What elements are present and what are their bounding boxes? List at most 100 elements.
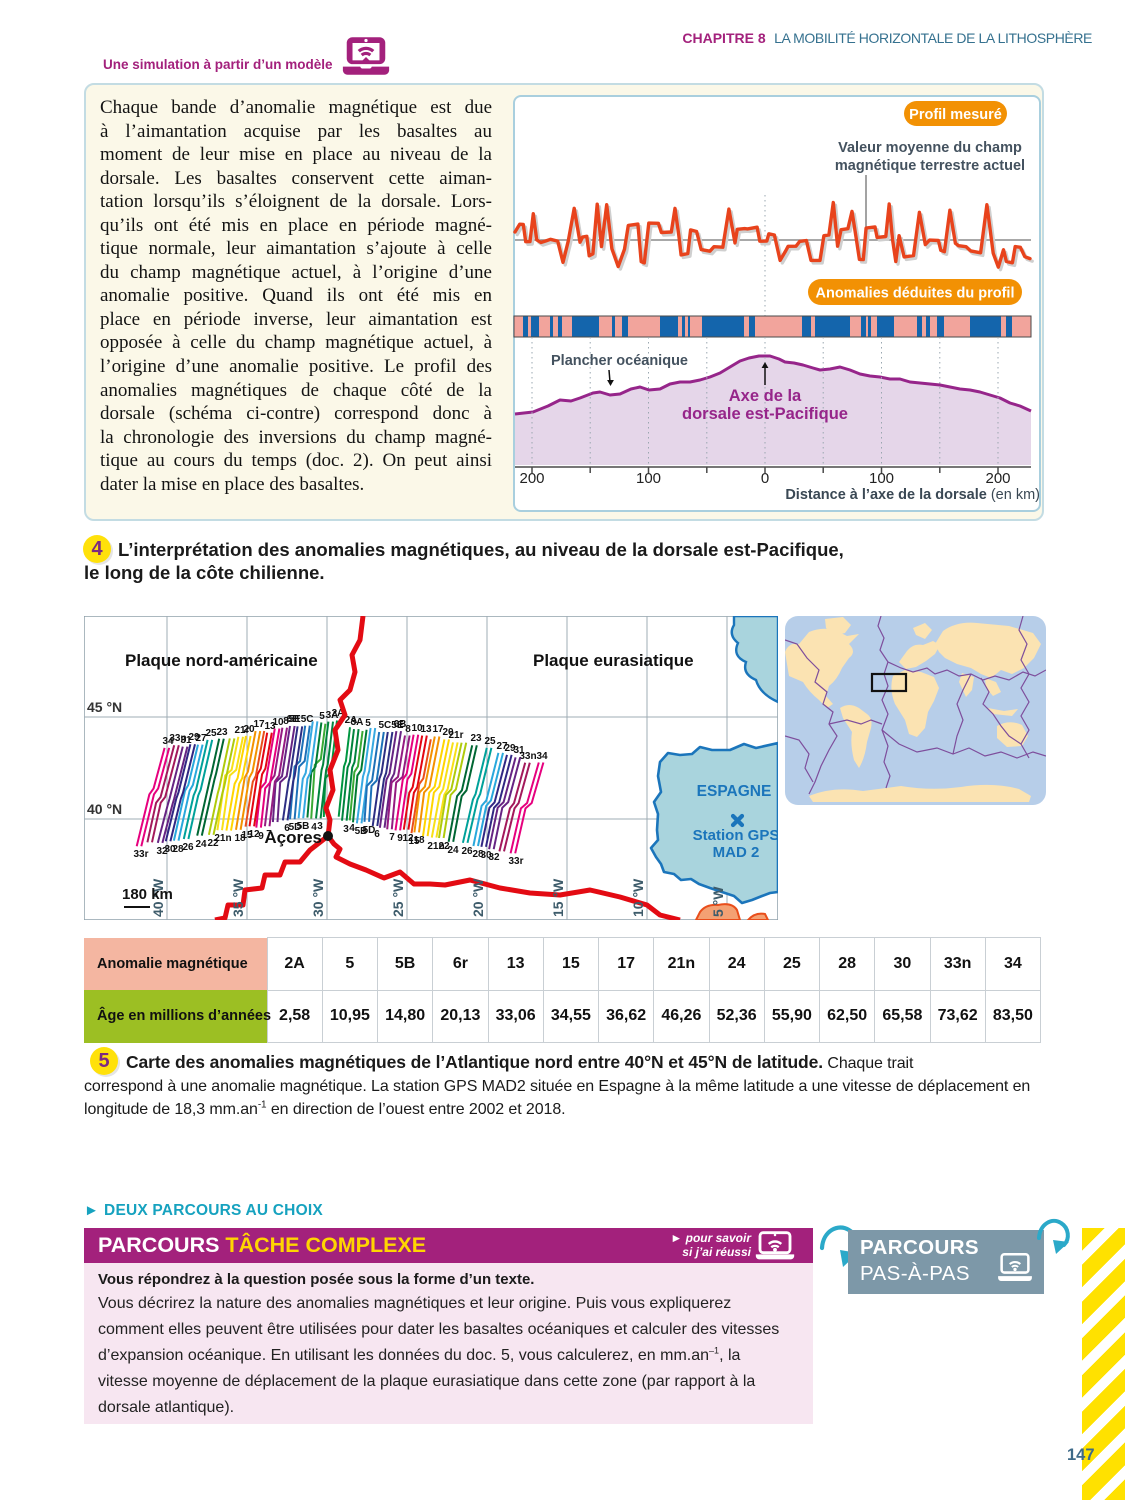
svg-text:27: 27: [496, 741, 508, 752]
svg-text:7: 7: [266, 829, 272, 840]
svg-text:26: 26: [182, 842, 194, 853]
svg-text:40 °N: 40 °N: [87, 801, 122, 817]
svg-text:0: 0: [761, 470, 769, 487]
svg-text:3: 3: [343, 824, 349, 835]
svg-text:29: 29: [504, 743, 516, 754]
svg-text:6: 6: [374, 829, 380, 840]
svg-text:180 km: 180 km: [122, 886, 173, 903]
svg-text:6: 6: [284, 823, 290, 834]
svg-text:22: 22: [438, 841, 450, 852]
svg-text:15: 15: [241, 830, 253, 841]
svg-text:24: 24: [195, 839, 207, 850]
svg-text:5 °W: 5 °W: [710, 886, 726, 917]
svg-text:18: 18: [413, 835, 425, 846]
svg-text:6B: 6B: [394, 719, 407, 730]
svg-text:33n: 33n: [519, 751, 536, 762]
svg-text:8: 8: [405, 724, 411, 735]
svg-text:30: 30: [480, 850, 492, 861]
svg-text:29: 29: [188, 732, 200, 743]
svg-text:34: 34: [162, 736, 174, 747]
svg-text:MAD 2: MAD 2: [713, 844, 760, 861]
svg-text:Açores: Açores: [264, 828, 322, 847]
svg-text:15: 15: [408, 836, 420, 847]
svg-text:35 °W: 35 °W: [230, 878, 246, 917]
svg-text:100: 100: [869, 470, 894, 487]
svg-text:25: 25: [484, 736, 496, 747]
svg-text:27: 27: [195, 733, 207, 744]
svg-text:5E5C: 5E5C: [288, 714, 313, 725]
svg-text:10: 10: [411, 723, 423, 734]
svg-text:33r: 33r: [508, 856, 523, 867]
svg-text:25 °W: 25 °W: [390, 878, 406, 917]
svg-text:Valeur moyenne du champ: Valeur moyenne du champ: [838, 140, 1022, 156]
svg-text:21r: 21r: [448, 730, 463, 741]
svg-text:Plaque nord-américaine: Plaque nord-américaine: [125, 651, 318, 670]
svg-text:13: 13: [264, 721, 276, 732]
svg-text:Station GPS: Station GPS: [693, 827, 778, 844]
svg-text:Profil mesuré: Profil mesuré: [909, 107, 1002, 123]
svg-text:13: 13: [420, 724, 432, 735]
svg-text:5: 5: [319, 711, 325, 722]
svg-text:4: 4: [349, 823, 355, 834]
svg-text:2A: 2A: [332, 708, 345, 719]
svg-text:10 °W: 10 °W: [630, 878, 646, 917]
svg-text:17: 17: [253, 719, 265, 730]
svg-text:12: 12: [248, 829, 260, 840]
svg-text:5B: 5B: [355, 826, 368, 837]
svg-text:21n: 21n: [427, 841, 444, 852]
svg-text:15 °W: 15 °W: [550, 878, 566, 917]
svg-text:17: 17: [432, 724, 444, 735]
svg-text:10: 10: [272, 717, 284, 728]
svg-text:200: 200: [519, 470, 544, 487]
svg-text:Plaque eurasiatique: Plaque eurasiatique: [533, 651, 694, 670]
svg-text:28: 28: [472, 849, 484, 860]
svg-text:31: 31: [513, 745, 525, 756]
svg-text:7: 7: [389, 832, 395, 843]
svg-text:34: 34: [536, 751, 548, 762]
svg-text:5D: 5D: [289, 822, 302, 833]
svg-text:26: 26: [461, 846, 473, 857]
svg-text:3A: 3A: [326, 710, 339, 721]
svg-text:5C5E: 5C5E: [378, 720, 403, 731]
svg-text:12: 12: [402, 833, 414, 844]
svg-text:Anomalies déduites du profil: Anomalies déduites du profil: [816, 286, 1015, 302]
svg-text:23: 23: [216, 727, 228, 738]
svg-text:20: 20: [243, 724, 255, 735]
svg-text:100: 100: [636, 470, 661, 487]
svg-text:Plancher océanique: Plancher océanique: [551, 353, 688, 369]
svg-text:9: 9: [258, 831, 264, 842]
svg-text:30 °W: 30 °W: [310, 878, 326, 917]
svg-text:Axe de la: Axe de la: [729, 387, 802, 405]
svg-text:21n: 21n: [214, 833, 231, 844]
svg-text:45 °N: 45 °N: [87, 699, 122, 715]
svg-text:21r: 21r: [234, 725, 249, 736]
svg-text:20: 20: [442, 727, 454, 738]
svg-text:200: 200: [985, 470, 1010, 487]
svg-text:18: 18: [234, 833, 246, 844]
svg-text:5: 5: [365, 718, 371, 729]
svg-text:33r: 33r: [133, 849, 148, 860]
svg-text:5B: 5B: [297, 821, 310, 832]
svg-text:6B: 6B: [287, 714, 300, 725]
svg-text:dorsale est-Pacifique: dorsale est-Pacifique: [682, 405, 848, 423]
svg-text:32: 32: [488, 852, 500, 863]
svg-text:31: 31: [180, 735, 192, 746]
svg-text:40 °W: 40 °W: [150, 878, 166, 917]
svg-text:magnétique terrestre actuel: magnétique terrestre actuel: [835, 158, 1025, 174]
svg-text:30: 30: [164, 844, 176, 855]
svg-text:9: 9: [397, 833, 403, 844]
svg-text:3A: 3A: [351, 717, 364, 728]
svg-text:8: 8: [283, 716, 289, 727]
svg-text:3: 3: [317, 821, 323, 832]
svg-text:ESPAGNE: ESPAGNE: [697, 783, 772, 800]
svg-text:5D: 5D: [363, 825, 376, 836]
svg-text:4: 4: [311, 822, 317, 833]
svg-text:25: 25: [205, 728, 217, 739]
svg-text:2A: 2A: [345, 715, 358, 726]
svg-text:28: 28: [172, 844, 184, 855]
svg-text:32: 32: [156, 846, 168, 857]
svg-text:22: 22: [207, 838, 219, 849]
svg-text:Distance à l’axe de la dorsale: Distance à l’axe de la dorsale (en km): [785, 487, 1040, 503]
svg-text:24: 24: [447, 845, 459, 856]
svg-text:23: 23: [470, 733, 482, 744]
